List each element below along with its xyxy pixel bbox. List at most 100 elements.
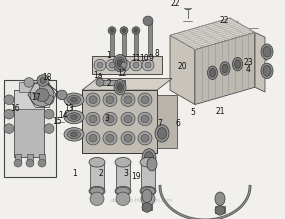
Circle shape — [110, 28, 114, 32]
Ellipse shape — [70, 97, 78, 102]
Text: 3: 3 — [105, 113, 109, 122]
Text: diagrams.htsystems.com: diagrams.htsystems.com — [111, 198, 173, 203]
Circle shape — [90, 192, 104, 206]
Text: 14: 14 — [58, 111, 68, 120]
Polygon shape — [170, 18, 255, 50]
Text: 13: 13 — [64, 104, 74, 113]
Ellipse shape — [89, 186, 105, 196]
Text: 12: 12 — [117, 69, 127, 78]
Polygon shape — [82, 79, 172, 90]
Circle shape — [138, 112, 152, 126]
Circle shape — [4, 95, 14, 104]
Circle shape — [4, 124, 14, 133]
Ellipse shape — [64, 110, 84, 124]
Circle shape — [141, 134, 149, 142]
Ellipse shape — [117, 84, 123, 91]
Text: 20: 20 — [177, 62, 187, 71]
Ellipse shape — [220, 62, 230, 75]
Circle shape — [142, 59, 154, 71]
Bar — [4, 81, 56, 177]
Ellipse shape — [158, 128, 166, 139]
Text: 19: 19 — [131, 172, 141, 181]
Ellipse shape — [155, 125, 169, 142]
Ellipse shape — [89, 157, 105, 167]
Circle shape — [30, 83, 54, 106]
Ellipse shape — [140, 157, 156, 167]
Ellipse shape — [141, 187, 155, 195]
Circle shape — [124, 96, 132, 104]
Ellipse shape — [263, 65, 271, 76]
Bar — [82, 90, 157, 153]
Bar — [141, 162, 155, 191]
Bar — [215, 206, 225, 213]
Circle shape — [121, 93, 135, 106]
Circle shape — [143, 16, 153, 26]
Circle shape — [94, 59, 106, 71]
Ellipse shape — [116, 82, 124, 92]
Ellipse shape — [184, 3, 192, 10]
Ellipse shape — [116, 187, 130, 195]
Text: 17: 17 — [31, 93, 41, 102]
Ellipse shape — [68, 95, 80, 104]
Ellipse shape — [144, 152, 154, 163]
Bar — [92, 57, 162, 74]
Text: 22: 22 — [170, 0, 180, 8]
Text: 10: 10 — [139, 54, 149, 63]
Ellipse shape — [215, 192, 225, 206]
Text: 6: 6 — [176, 119, 180, 128]
Circle shape — [86, 131, 100, 145]
Ellipse shape — [209, 69, 215, 77]
Circle shape — [44, 124, 54, 133]
Circle shape — [106, 134, 114, 142]
Bar — [157, 95, 177, 148]
Bar — [90, 162, 104, 191]
Circle shape — [145, 62, 151, 68]
Ellipse shape — [115, 186, 131, 196]
Circle shape — [24, 78, 34, 87]
Circle shape — [215, 206, 225, 215]
Text: 2: 2 — [107, 79, 111, 88]
Circle shape — [44, 109, 54, 119]
Text: 1: 1 — [107, 51, 111, 60]
Circle shape — [106, 59, 118, 71]
Circle shape — [86, 112, 100, 126]
Text: 21: 21 — [215, 107, 225, 116]
Ellipse shape — [115, 157, 131, 167]
Text: 4: 4 — [246, 65, 251, 74]
Ellipse shape — [70, 132, 78, 137]
Ellipse shape — [68, 113, 80, 121]
Ellipse shape — [113, 55, 127, 72]
Text: 1a: 1a — [93, 71, 103, 80]
Bar — [110, 30, 114, 57]
Ellipse shape — [64, 93, 84, 106]
Circle shape — [89, 134, 97, 142]
Ellipse shape — [142, 149, 156, 166]
Text: 5: 5 — [191, 108, 196, 117]
Circle shape — [133, 62, 139, 68]
Text: 15: 15 — [52, 117, 62, 126]
Text: 18: 18 — [42, 73, 52, 82]
Polygon shape — [255, 32, 265, 92]
Ellipse shape — [90, 187, 104, 195]
Circle shape — [121, 131, 135, 145]
Bar — [39, 154, 45, 163]
Polygon shape — [170, 35, 195, 104]
Circle shape — [141, 192, 155, 206]
Ellipse shape — [233, 57, 243, 71]
Circle shape — [141, 115, 149, 123]
Circle shape — [44, 95, 54, 104]
Circle shape — [142, 203, 152, 212]
Circle shape — [37, 75, 49, 86]
Circle shape — [4, 109, 14, 119]
Text: 16: 16 — [10, 104, 20, 113]
Ellipse shape — [114, 79, 126, 95]
Bar — [19, 82, 39, 92]
Circle shape — [130, 59, 142, 71]
Circle shape — [122, 28, 126, 32]
Circle shape — [89, 115, 97, 123]
Ellipse shape — [263, 46, 271, 57]
Bar — [27, 154, 33, 163]
Circle shape — [120, 27, 128, 34]
Text: 7: 7 — [158, 119, 162, 128]
Circle shape — [132, 27, 140, 34]
